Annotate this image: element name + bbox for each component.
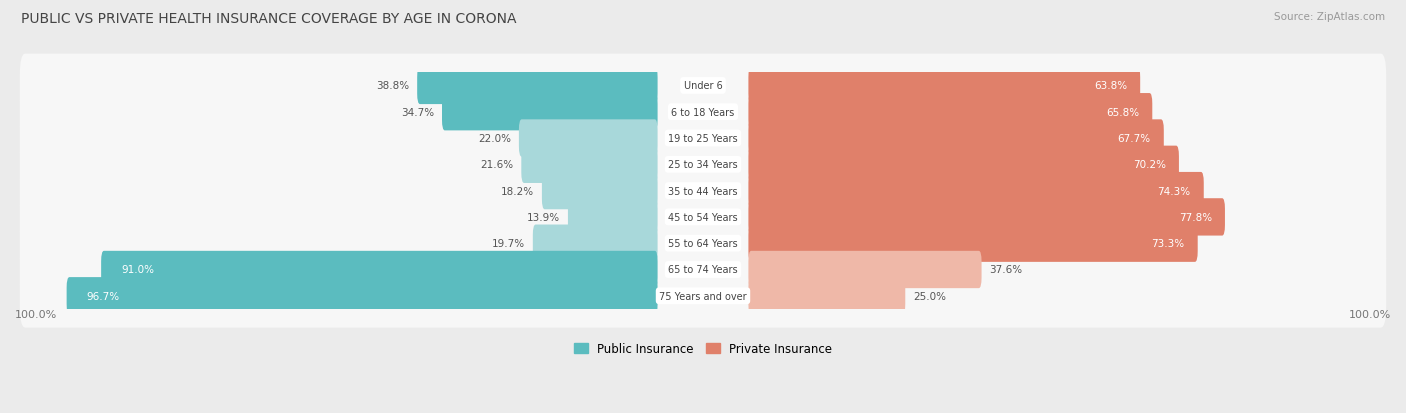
FancyBboxPatch shape: [20, 107, 1386, 171]
FancyBboxPatch shape: [20, 185, 1386, 249]
FancyBboxPatch shape: [20, 133, 1386, 197]
Text: 45 to 54 Years: 45 to 54 Years: [668, 212, 738, 222]
Text: 65.8%: 65.8%: [1107, 107, 1139, 117]
FancyBboxPatch shape: [20, 238, 1386, 301]
Text: 55 to 64 Years: 55 to 64 Years: [668, 239, 738, 249]
Text: 19.7%: 19.7%: [492, 239, 526, 249]
FancyBboxPatch shape: [541, 173, 658, 210]
FancyBboxPatch shape: [20, 81, 1386, 144]
Text: 35 to 44 Years: 35 to 44 Years: [668, 186, 738, 196]
Text: 38.8%: 38.8%: [377, 81, 409, 91]
Legend: Public Insurance, Private Insurance: Public Insurance, Private Insurance: [574, 342, 832, 355]
FancyBboxPatch shape: [568, 199, 658, 236]
FancyBboxPatch shape: [748, 225, 1198, 262]
Text: 6 to 18 Years: 6 to 18 Years: [672, 107, 734, 117]
FancyBboxPatch shape: [748, 94, 1153, 131]
Text: 25.0%: 25.0%: [912, 291, 946, 301]
FancyBboxPatch shape: [748, 146, 1178, 183]
Text: 67.7%: 67.7%: [1118, 134, 1150, 144]
FancyBboxPatch shape: [748, 120, 1164, 157]
FancyBboxPatch shape: [522, 146, 658, 183]
FancyBboxPatch shape: [441, 94, 658, 131]
Text: 34.7%: 34.7%: [401, 107, 434, 117]
Text: 63.8%: 63.8%: [1094, 81, 1128, 91]
FancyBboxPatch shape: [519, 120, 658, 157]
FancyBboxPatch shape: [748, 251, 981, 288]
Text: 37.6%: 37.6%: [990, 265, 1022, 275]
Text: PUBLIC VS PRIVATE HEALTH INSURANCE COVERAGE BY AGE IN CORONA: PUBLIC VS PRIVATE HEALTH INSURANCE COVER…: [21, 12, 516, 26]
Text: 13.9%: 13.9%: [527, 212, 561, 222]
Text: 75 Years and over: 75 Years and over: [659, 291, 747, 301]
Text: 18.2%: 18.2%: [501, 186, 534, 196]
FancyBboxPatch shape: [748, 278, 905, 315]
Text: 96.7%: 96.7%: [87, 291, 120, 301]
Text: 22.0%: 22.0%: [478, 134, 512, 144]
FancyBboxPatch shape: [748, 199, 1225, 236]
Text: 74.3%: 74.3%: [1157, 186, 1191, 196]
Text: 21.6%: 21.6%: [481, 160, 513, 170]
Text: 73.3%: 73.3%: [1152, 239, 1185, 249]
Text: 91.0%: 91.0%: [121, 265, 155, 275]
Text: Under 6: Under 6: [683, 81, 723, 91]
FancyBboxPatch shape: [748, 68, 1140, 105]
FancyBboxPatch shape: [418, 68, 658, 105]
FancyBboxPatch shape: [20, 55, 1386, 118]
Text: 77.8%: 77.8%: [1178, 212, 1212, 222]
FancyBboxPatch shape: [20, 264, 1386, 328]
FancyBboxPatch shape: [20, 212, 1386, 275]
FancyBboxPatch shape: [533, 225, 658, 262]
Text: 100.0%: 100.0%: [15, 309, 58, 319]
Text: 25 to 34 Years: 25 to 34 Years: [668, 160, 738, 170]
Text: 100.0%: 100.0%: [1348, 309, 1391, 319]
FancyBboxPatch shape: [20, 159, 1386, 223]
Text: 65 to 74 Years: 65 to 74 Years: [668, 265, 738, 275]
FancyBboxPatch shape: [101, 251, 658, 288]
Text: Source: ZipAtlas.com: Source: ZipAtlas.com: [1274, 12, 1385, 22]
FancyBboxPatch shape: [66, 278, 658, 315]
Text: 19 to 25 Years: 19 to 25 Years: [668, 134, 738, 144]
Text: 70.2%: 70.2%: [1133, 160, 1166, 170]
FancyBboxPatch shape: [748, 173, 1204, 210]
